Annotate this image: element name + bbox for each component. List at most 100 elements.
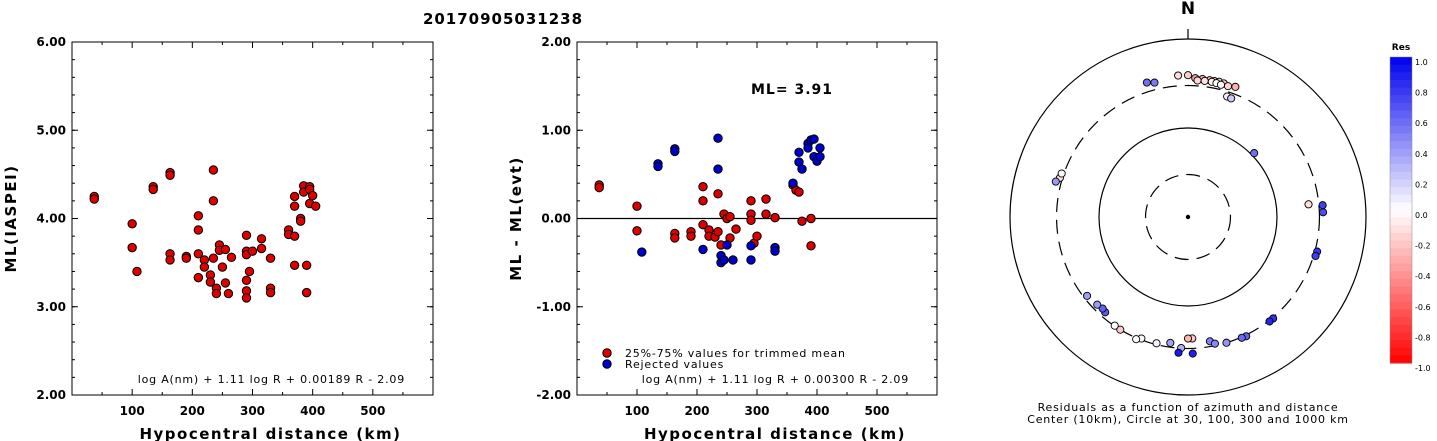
ml-residual-panel: -2.00 -1.00 0.00 1.00 2.00 100 200 300 400 500 Hyp… [507, 35, 938, 441]
data-point [244, 266, 255, 277]
data-point [686, 231, 696, 241]
station-marker [1231, 82, 1240, 91]
data-point [181, 253, 192, 263]
colorbar-segment [1390, 309, 1412, 318]
ml-iaspei-panel: 2.00 3.00 4.00 5.00 6.00 100 200 300 400 500 Hypoc… [2, 35, 434, 441]
data-point [132, 266, 142, 277]
y-tick-label: 2.00 [36, 388, 66, 402]
ml-annotation: ML= 3.91 [751, 82, 833, 98]
data-point [632, 226, 642, 236]
colorbar-segment [1390, 133, 1412, 142]
legend-label: Rejected values [625, 358, 724, 371]
colorbar-segment [1390, 332, 1412, 341]
data-point [806, 213, 816, 224]
station-marker [1057, 169, 1066, 178]
distance-ring [1144, 173, 1232, 261]
data-point [265, 253, 276, 263]
colorbar-segment [1390, 156, 1412, 165]
x-tick-label: 500 [360, 404, 385, 418]
station-marker [1227, 94, 1236, 103]
colorbar-segment [1390, 301, 1412, 311]
figure-title: 20170905031238 [423, 10, 583, 28]
colorbar-segment [1390, 95, 1412, 104]
data-point [719, 255, 729, 265]
station-marker [1200, 76, 1209, 85]
data-point [241, 230, 252, 240]
station-marker [1216, 80, 1226, 89]
station-marker [1083, 291, 1092, 300]
data-point [815, 152, 825, 162]
colorbar-segment [1390, 194, 1412, 203]
data-point [127, 242, 137, 253]
data-point [770, 212, 780, 223]
data-point [746, 196, 756, 206]
data-point [797, 216, 807, 226]
data-point [698, 196, 708, 206]
data-point [794, 147, 804, 158]
polar-caption-line1: Residuals as a function of azimuth and d… [1038, 401, 1339, 414]
station-marker [1116, 325, 1125, 334]
y-axis-label: ML - ML(evt) [507, 156, 525, 280]
data-point [193, 272, 204, 283]
data-point [295, 216, 306, 226]
data-point [220, 278, 231, 288]
y-tick-label: 2.00 [541, 35, 571, 49]
x-axis-label: Hypocentral distance (km) [139, 425, 401, 441]
data-point [722, 240, 732, 250]
station-marker [1150, 78, 1159, 87]
data-point [199, 262, 210, 272]
data-point [205, 277, 216, 287]
colorbar-tick-label: -0.2 [1415, 242, 1431, 251]
data-point [713, 164, 723, 174]
residual-colorbar: Res 1.0 0.8 0.6 0.4 0.2 0.0 -0.2 -0.4 -0.6 -0.8 -1.… [1389, 43, 1431, 373]
data-point [803, 143, 813, 153]
station-marker [1132, 335, 1141, 344]
colorbar-segment [1390, 125, 1412, 135]
x-tick-label: 100 [120, 404, 145, 418]
station-marker [1110, 321, 1119, 330]
y-tick-label: -2.00 [536, 388, 571, 402]
colorbar-segment [1390, 255, 1412, 265]
data-point [310, 201, 321, 211]
y-tick-label: 1.00 [541, 123, 571, 137]
data-point [289, 231, 300, 241]
data-point [761, 209, 771, 219]
colorbar-tick-label: 0.6 [1415, 119, 1428, 128]
data-point [289, 260, 300, 270]
colorbar-title: Res [1392, 43, 1410, 53]
data-point [698, 219, 708, 230]
colorbar-segment [1390, 263, 1412, 272]
data-point [256, 243, 267, 254]
data-point [223, 288, 234, 299]
colorbar-tick-label: 0.0 [1415, 211, 1428, 220]
data-point [220, 244, 231, 255]
x-tick-label: 300 [744, 404, 769, 418]
colorbar-segment [1390, 271, 1412, 280]
colorbar-segment [1390, 210, 1412, 219]
x-tick-label: 400 [804, 404, 829, 418]
data-point [289, 191, 300, 202]
data-point [301, 287, 312, 298]
data-point [788, 178, 798, 188]
colorbar-segment [1390, 340, 1412, 349]
distance-ring [1098, 127, 1278, 307]
data-point [746, 255, 756, 265]
x-tick-label: 500 [864, 404, 889, 418]
colorbar-segment [1390, 79, 1412, 89]
data-point [746, 241, 756, 251]
x-tick-label: 100 [624, 404, 649, 418]
colorbar-tick-label: 0.4 [1415, 150, 1428, 159]
colorbar-segment [1390, 232, 1412, 242]
data-point [670, 233, 680, 243]
colorbar-segment [1390, 355, 1412, 364]
y-tick-label: 6.00 [36, 35, 66, 49]
colorbar-segment [1390, 187, 1412, 196]
station-marker [1183, 334, 1193, 343]
y-tick-label: -1.00 [536, 300, 571, 314]
station-marker [1318, 201, 1327, 210]
y-tick-label: 3.00 [36, 300, 66, 314]
epicenter-marker [1185, 214, 1191, 220]
colorbar-segment [1390, 148, 1412, 158]
data-point [815, 143, 825, 153]
station-marker [1222, 338, 1231, 347]
